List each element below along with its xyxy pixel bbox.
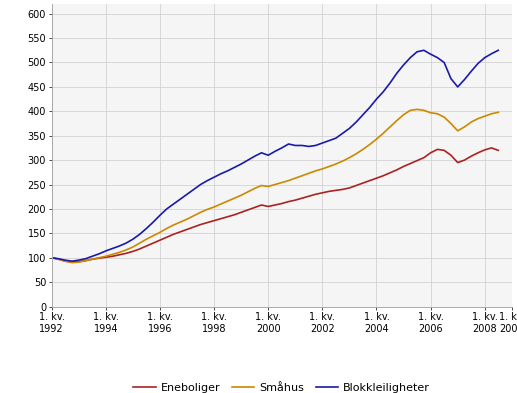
Eneboliger xyxy=(489,145,495,150)
Line: Blokkleiligheter: Blokkleiligheter xyxy=(52,50,498,261)
Småhus xyxy=(238,193,244,198)
Line: Eneboliger: Eneboliger xyxy=(52,148,498,262)
Eneboliger xyxy=(461,158,467,162)
Eneboliger xyxy=(258,203,265,208)
Småhus xyxy=(258,183,265,188)
Småhus xyxy=(110,252,116,257)
Eneboliger xyxy=(238,210,244,215)
Småhus xyxy=(89,257,96,262)
Eneboliger xyxy=(394,167,400,172)
Blokkleiligheter xyxy=(394,71,400,75)
Blokkleiligheter xyxy=(110,246,116,251)
Blokkleiligheter xyxy=(258,151,265,155)
Blokkleiligheter xyxy=(238,162,244,166)
Eneboliger xyxy=(110,254,116,259)
Legend: Eneboliger, Småhus, Blokkleiligheter: Eneboliger, Småhus, Blokkleiligheter xyxy=(129,379,435,393)
Småhus xyxy=(69,260,75,265)
Line: Småhus: Småhus xyxy=(52,109,498,263)
Småhus xyxy=(468,120,474,125)
Småhus xyxy=(414,107,420,112)
Blokkleiligheter xyxy=(89,254,96,259)
Eneboliger xyxy=(495,148,501,153)
Blokkleiligheter xyxy=(468,69,474,73)
Eneboliger xyxy=(89,257,96,262)
Blokkleiligheter xyxy=(421,48,427,53)
Eneboliger xyxy=(49,255,55,260)
Eneboliger xyxy=(69,260,75,264)
Blokkleiligheter xyxy=(69,259,75,264)
Småhus xyxy=(394,118,400,123)
Småhus xyxy=(49,255,55,260)
Småhus xyxy=(495,110,501,115)
Blokkleiligheter xyxy=(495,48,501,53)
Blokkleiligheter xyxy=(49,255,55,260)
